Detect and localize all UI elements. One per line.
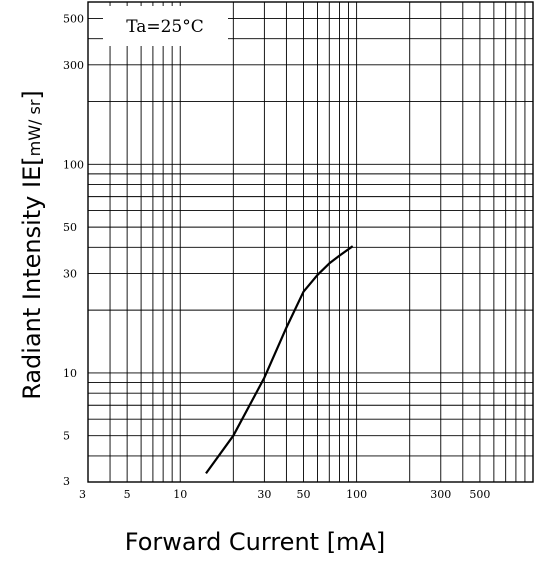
plot-frame	[87, 1, 534, 483]
x-tick-label: 50	[297, 488, 311, 501]
x-axis-label: Forward Current [mA]	[125, 528, 385, 556]
y-axis-label-main: Radiant Intensity IE[	[18, 156, 46, 399]
y-axis-label-unit: mW/ sr	[25, 99, 44, 156]
y-axis-label-close: ]	[18, 90, 46, 99]
y-tick-label: 100	[63, 158, 84, 171]
y-tick-label: 500	[63, 13, 84, 26]
y-tick-label: 30	[63, 267, 77, 280]
series-line	[205, 245, 354, 475]
data-series	[205, 245, 354, 475]
grid-lines	[88, 2, 533, 482]
y-tick-labels: 3 5 10 30 50 100 300 500	[63, 13, 84, 488]
y-axis-label: Radiant Intensity IE[mW/ sr]	[18, 90, 46, 400]
y-tick-label: 300	[63, 59, 84, 72]
x-tick-label: 10	[173, 488, 187, 501]
temperature-annotation: Ta=25°C	[126, 17, 204, 37]
x-tick-label: 500	[469, 488, 490, 501]
x-tick-label: 100	[346, 488, 367, 501]
x-tick-labels: 3 5 10 30 50 100 300 500	[79, 488, 490, 501]
x-tick-label: 300	[430, 488, 451, 501]
y-tick-label: 5	[63, 430, 70, 443]
y-tick-label: 10	[63, 367, 77, 380]
y-tick-label: 3	[63, 475, 70, 488]
x-tick-label: 30	[257, 488, 271, 501]
annotation-box	[103, 6, 228, 46]
x-tick-label: 3	[79, 488, 86, 501]
y-tick-label: 50	[63, 221, 77, 234]
x-tick-label: 5	[124, 488, 131, 501]
